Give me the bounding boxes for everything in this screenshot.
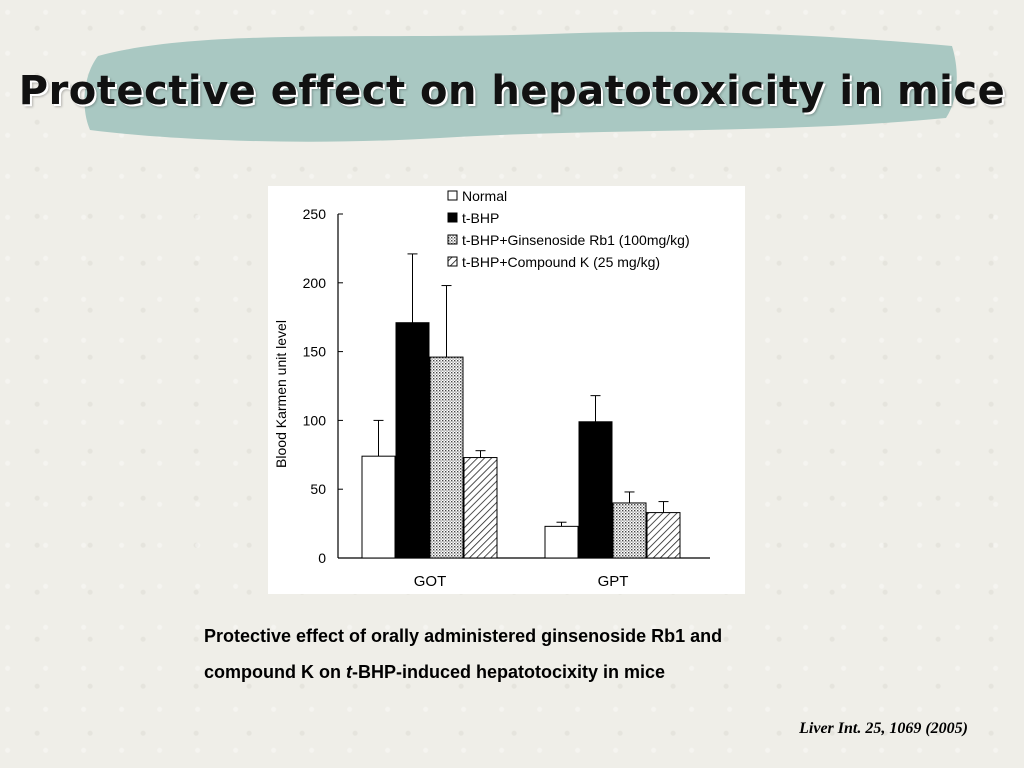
x-tick-label: GOT [414,573,447,590]
legend-entry: Normal [462,188,507,204]
bar-gpt-series-2 [578,421,613,559]
y-tick-label: 200 [303,275,327,291]
caption-line-1: Protective effect of orally administered… [204,626,723,646]
y-tick-label: 0 [318,550,326,566]
y-tick-label: 250 [303,206,327,222]
caption-line-2-start: compound K on [204,662,346,682]
x-tick-label: GPT [598,573,629,590]
caption-line-2: compound K on t-BHP-induced hepatotocixi… [204,654,884,690]
y-tick-label: 50 [310,481,326,497]
figure-caption: Protective effect of orally administered… [204,618,884,690]
bar-got-series-3 [429,356,464,559]
bar-chart: 0 50 100 150 200 250 Blood Karmen unit level GO… [273,188,710,590]
y-tick-label: 100 [303,412,327,428]
legend-swatch [447,212,458,223]
bar-got-series-2 [395,322,430,559]
legend-swatch [447,190,458,201]
caption-italic-t: t [345,662,352,682]
caption-line-2-end: -BHP-induced hepatotocixity in mice [351,662,666,682]
legend-entry: t-BHP+Ginsenoside Rb1 (100mg/kg) [462,232,690,248]
legend-swatch [447,256,458,267]
y-tick-label: 150 [303,344,327,360]
bar-got-series-1 [361,455,396,559]
slide-title: Protective effect on hepatotoxicity in m… [18,68,1006,114]
bar-gpt-series-1 [544,525,579,559]
citation: Liver Int. 25, 1069 (2005) [799,720,968,737]
bar-got-series-4 [463,457,498,559]
bar-gpt-series-4 [646,512,681,559]
y-axis-label: Blood Karmen unit level [273,320,289,468]
chart-panel: 0 50 100 150 200 250 Blood Karmen unit level GO… [268,186,745,594]
legend-swatch [447,234,458,245]
bar-gpt-series-3 [612,502,647,559]
legend-entry: t-BHP [462,210,499,226]
title-brush-band [84,31,957,142]
legend-entry: t-BHP+Compound K (25 mg/kg) [462,254,660,270]
